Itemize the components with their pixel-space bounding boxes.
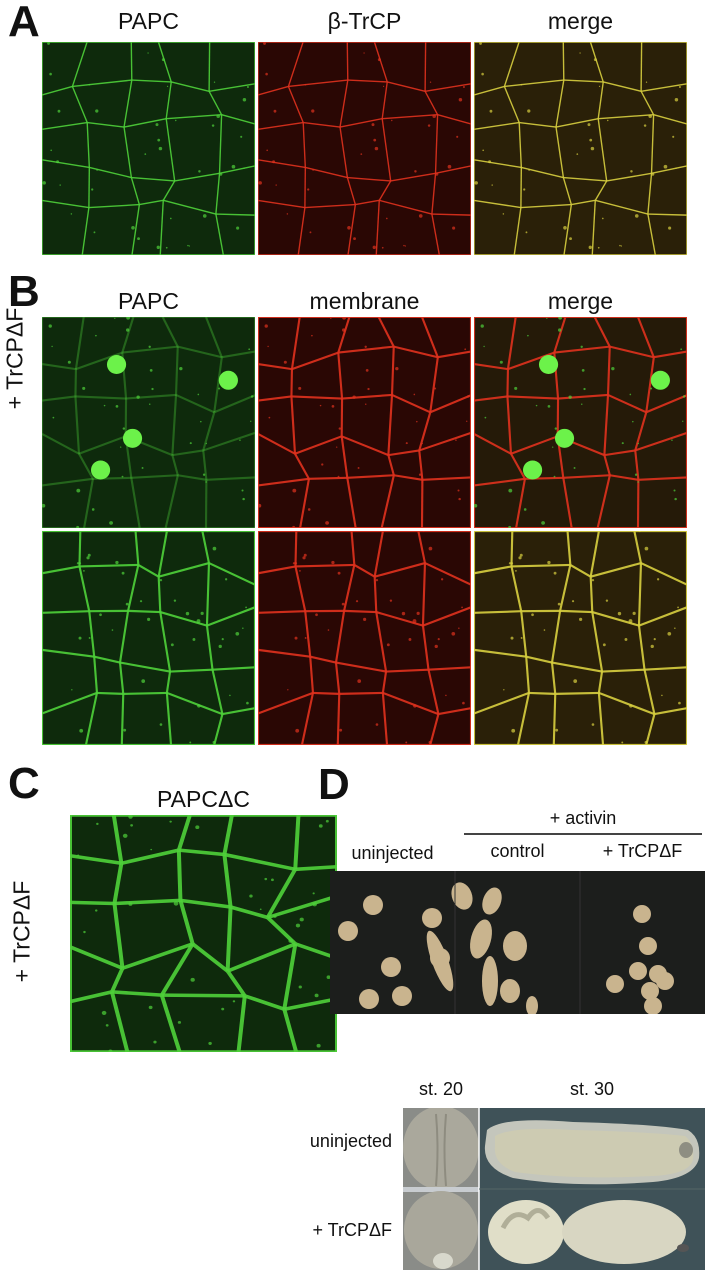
row-trcp: + TrCPΔF (312, 1220, 392, 1240)
micrograph-c (70, 815, 337, 1052)
micrograph-a-papc (42, 42, 255, 255)
explant-photo (330, 871, 705, 1014)
activin-bracket-line (464, 833, 702, 835)
row-uninjected: uninjected (309, 1131, 392, 1151)
col-uninjected: uninjected (351, 843, 434, 863)
panel-a-col-btrcp: β-TrCP (327, 8, 402, 34)
col-trcp: + TrCPΔF (602, 841, 683, 861)
micrograph-b-papc-trcp (42, 317, 255, 528)
embryo-photo (403, 1108, 705, 1270)
panel-b-label: B (8, 267, 40, 316)
panel-c-label: C (8, 759, 40, 808)
activin-label: + activin (549, 808, 617, 828)
micrograph-b-papc-control (42, 531, 255, 745)
panel-c-title: PAPCΔC (157, 786, 250, 812)
panel-b-col-membrane: membrane (309, 288, 420, 314)
panel-a-label: A (8, 0, 40, 46)
stage-20-label: st. 20 (418, 1079, 464, 1099)
panel-d-label: D (318, 760, 350, 809)
panel-b-col-merge: merge (547, 288, 614, 314)
panel-a-col-merge: merge (547, 8, 614, 34)
micrograph-b-membrane-trcp (258, 317, 471, 528)
micrograph-b-merge-trcp (474, 317, 687, 528)
col-control: control (490, 841, 545, 861)
panel-c-row-label: + TrCPΔF (8, 880, 35, 983)
panel-a-col-papc: PAPC (118, 8, 179, 34)
micrograph-a-merge (474, 42, 687, 255)
micrograph-b-merge-control (474, 531, 687, 745)
panel-b-col-papc: PAPC (118, 288, 179, 314)
micrograph-b-membrane-control (258, 531, 471, 745)
panel-b-row-label: + TrCPΔF (1, 307, 28, 410)
micrograph-a-btrcp (258, 42, 471, 255)
stage-30-label: st. 30 (569, 1079, 615, 1099)
